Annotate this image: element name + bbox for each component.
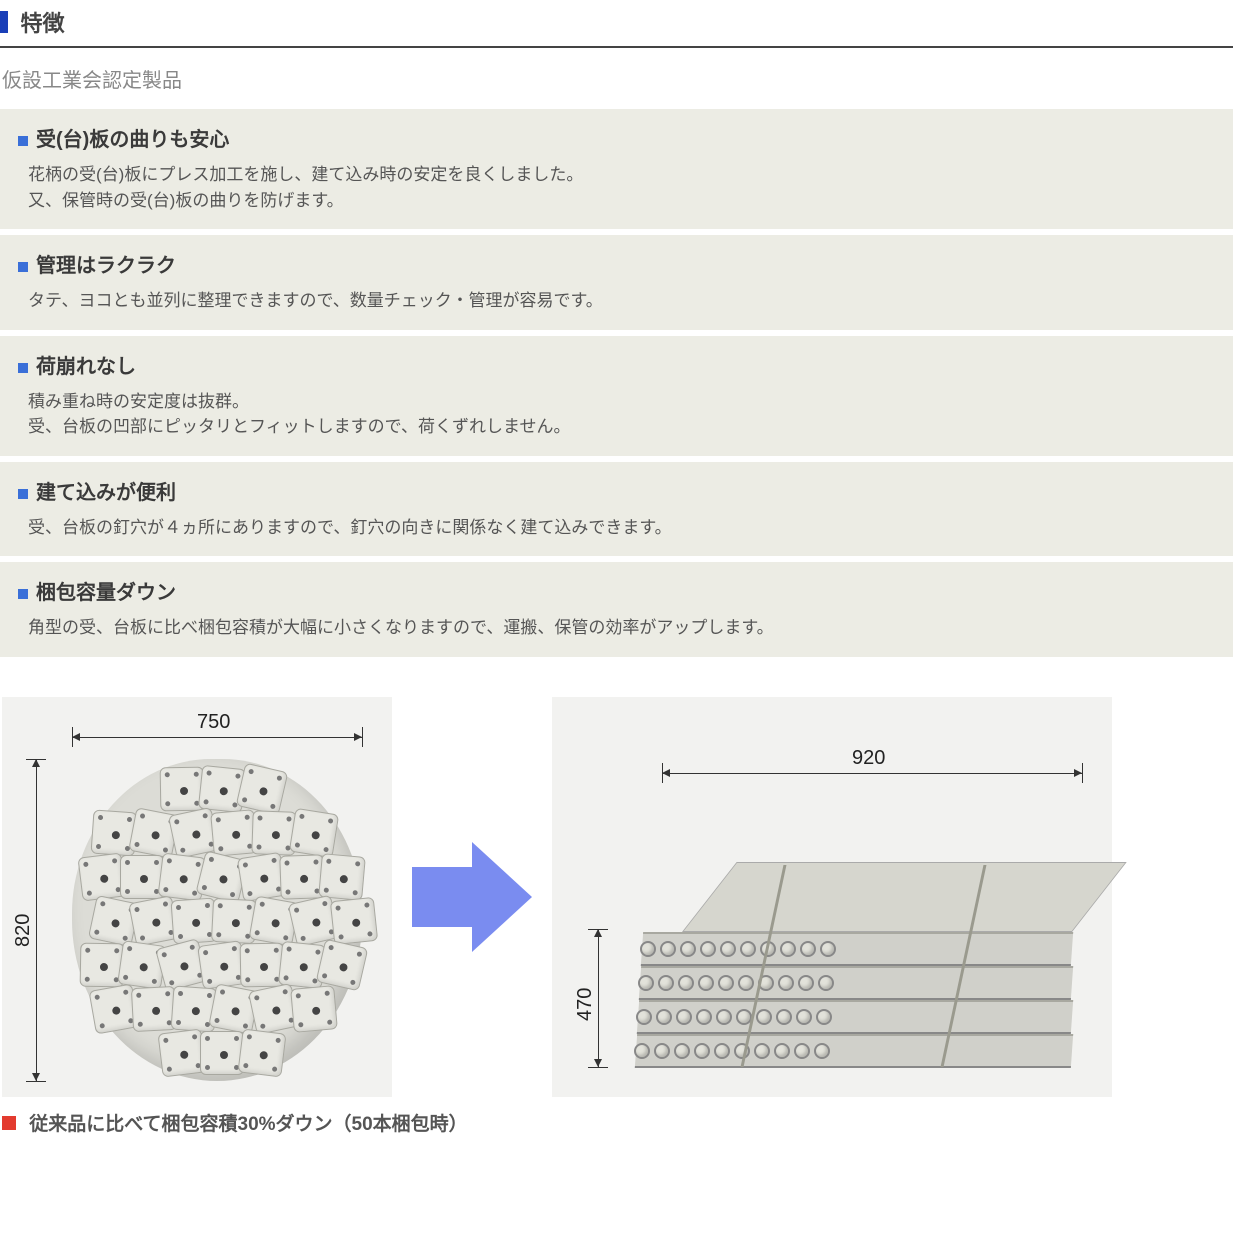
plate-icon <box>316 938 369 991</box>
feature-title-text: 荷崩れなし <box>36 356 136 378</box>
dim-arrow-horizontal <box>72 737 362 738</box>
dim-arrow-vertical <box>36 759 37 1081</box>
tube-end-icon <box>794 1043 810 1059</box>
tube-end-icon <box>740 941 756 957</box>
bullet-icon <box>18 589 28 599</box>
tube-end-icon <box>780 941 796 957</box>
tube-end-icon <box>776 1009 792 1025</box>
tube-end-icon <box>778 975 794 991</box>
red-bullet <box>2 1116 16 1130</box>
section-header: 特徴 <box>0 0 1233 48</box>
bullet-icon <box>18 363 28 373</box>
tube-end-icon <box>738 975 754 991</box>
feature-body: 積み重ね時の安定度は抜群。受、台板の凹部にピッタリとフィットしますので、荷くずれ… <box>18 389 1215 440</box>
footer-text: 従来品に比べて梱包容積30%ダウン（50本梱包時） <box>29 1114 467 1135</box>
feature-block: 受(台)板の曲りも安心花柄の受(台)板にプレス加工を施し、建て込み時の安定を良く… <box>0 109 1233 229</box>
tube-end-icon <box>674 1043 690 1059</box>
dim-width-label: 920 <box>852 747 885 770</box>
tube-end-icon <box>658 975 674 991</box>
feature-body: 花柄の受(台)板にプレス加工を施し、建て込み時の安定を良くしました。又、保管時の… <box>18 162 1215 213</box>
feature-title: 管理はラクラク <box>18 249 1215 278</box>
tube-end-icon <box>720 941 736 957</box>
plate-icon <box>289 807 339 857</box>
tube-end-icon <box>700 941 716 957</box>
tube-end-icon <box>676 1009 692 1025</box>
feature-title-text: 梱包容量ダウン <box>36 582 176 604</box>
diagram-before: 750 820 <box>2 697 392 1097</box>
transition-arrow-icon <box>412 837 532 957</box>
plate-icon <box>290 985 338 1033</box>
feature-title-text: 受(台)板の曲りも安心 <box>36 129 229 151</box>
dim-arrow-horizontal <box>662 773 1082 774</box>
plate-icon <box>318 853 366 901</box>
diagram-row: 750 820 920 470 <box>0 697 1233 1097</box>
tube-end-icon <box>754 1043 770 1059</box>
feature-block: 建て込みが便利受、台板の釘穴が４ヵ所にありますので、釘穴の向きに関係なく建て込み… <box>0 462 1233 557</box>
feature-body: タテ、ヨコとも並列に整理できますので、数量チェック・管理が容易です。 <box>18 288 1215 314</box>
tube-end-icon <box>654 1043 670 1059</box>
plate-icon <box>330 896 378 944</box>
dim-tick <box>1082 763 1083 783</box>
tube-end-icon <box>800 941 816 957</box>
tube-end-icon <box>696 1009 712 1025</box>
features-list: 受(台)板の曲りも安心花柄の受(台)板にプレス加工を施し、建て込み時の安定を良く… <box>0 109 1233 657</box>
feature-block: 梱包容量ダウン角型の受、台板に比べ梱包容積が大幅に小さくなりますので、運搬、保管… <box>0 562 1233 657</box>
tube-end-icon <box>714 1043 730 1059</box>
bullet-icon <box>18 489 28 499</box>
section-subtitle: 仮設工業会認定製品 <box>0 60 1233 109</box>
tube-end-icon <box>680 941 696 957</box>
section-title: 特徴 <box>20 11 64 36</box>
tube-end-icon <box>774 1043 790 1059</box>
feature-block: 管理はラクラクタテ、ヨコとも並列に整理できますので、数量チェック・管理が容易です… <box>0 235 1233 330</box>
dim-tick <box>362 727 363 747</box>
dim-height-label: 470 <box>574 987 597 1020</box>
dim-height-label: 820 <box>12 913 35 946</box>
tube-end-icon <box>756 1009 772 1025</box>
tube-end-icon <box>656 1009 672 1025</box>
tube-end-icon <box>820 941 836 957</box>
feature-title-text: 管理はラクラク <box>36 255 176 277</box>
tube-end-icon <box>678 975 694 991</box>
tube-end-icon <box>638 975 654 991</box>
tube-end-icon <box>718 975 734 991</box>
pile-illustration <box>72 759 362 1081</box>
tube-end-icon <box>716 1009 732 1025</box>
tube-end-icon <box>816 1009 832 1025</box>
dim-arrow-vertical <box>598 929 599 1067</box>
tube-end-icon <box>798 975 814 991</box>
dim-width-label: 750 <box>197 711 230 734</box>
footer-note: 従来品に比べて梱包容積30%ダウン（50本梱包時） <box>0 1105 1233 1166</box>
feature-title: 荷崩れなし <box>18 350 1215 379</box>
plate-icon <box>236 762 289 815</box>
diagram-after: 920 470 <box>552 697 1112 1097</box>
feature-title: 建て込みが便利 <box>18 476 1215 505</box>
tube-end-icon <box>636 1009 652 1025</box>
bullet-icon <box>18 262 28 272</box>
tube-end-icon <box>640 941 656 957</box>
feature-body: 受、台板の釘穴が４ヵ所にありますので、釘穴の向きに関係なく建て込みできます。 <box>18 515 1215 541</box>
feature-title: 受(台)板の曲りも安心 <box>18 123 1215 152</box>
dim-tick <box>588 1067 608 1068</box>
accent-bar <box>0 11 8 33</box>
tube-end-icon <box>660 941 676 957</box>
tube-end-icon <box>694 1043 710 1059</box>
bullet-icon <box>18 136 28 146</box>
tube-end-icon <box>698 975 714 991</box>
tube-end-icon <box>814 1043 830 1059</box>
feature-body: 角型の受、台板に比べ梱包容積が大幅に小さくなりますので、運搬、保管の効率がアップ… <box>18 615 1215 641</box>
tube-end-icon <box>634 1043 650 1059</box>
feature-block: 荷崩れなし積み重ね時の安定度は抜群。受、台板の凹部にピッタリとフィットしますので… <box>0 336 1233 456</box>
feature-title-text: 建て込みが便利 <box>36 482 176 504</box>
plate-icon <box>237 1028 286 1077</box>
dim-tick <box>26 1081 46 1082</box>
feature-title: 梱包容量ダウン <box>18 576 1215 605</box>
tube-end-icon <box>796 1009 812 1025</box>
tube-end-icon <box>818 975 834 991</box>
